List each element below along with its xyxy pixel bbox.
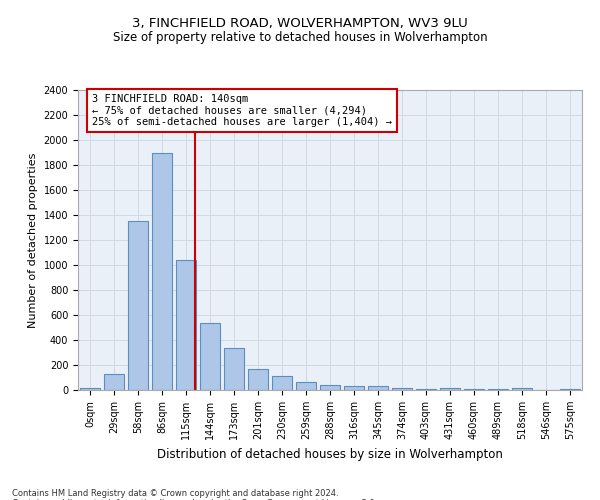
- Bar: [392, 388, 412, 390]
- Bar: [320, 385, 340, 390]
- Bar: [176, 260, 196, 390]
- Bar: [296, 382, 316, 390]
- Bar: [368, 386, 388, 390]
- Text: 3 FINCHFIELD ROAD: 140sqm
← 75% of detached houses are smaller (4,294)
25% of se: 3 FINCHFIELD ROAD: 140sqm ← 75% of detac…: [92, 94, 392, 127]
- Bar: [80, 388, 100, 390]
- Bar: [224, 348, 244, 390]
- Text: Contains public sector information licensed under the Open Government Licence v3: Contains public sector information licen…: [12, 498, 377, 500]
- Bar: [104, 374, 124, 390]
- Bar: [512, 388, 532, 390]
- Bar: [440, 388, 460, 390]
- Bar: [200, 322, 220, 390]
- Text: Size of property relative to detached houses in Wolverhampton: Size of property relative to detached ho…: [113, 31, 487, 44]
- X-axis label: Distribution of detached houses by size in Wolverhampton: Distribution of detached houses by size …: [157, 448, 503, 460]
- Text: 3, FINCHFIELD ROAD, WOLVERHAMPTON, WV3 9LU: 3, FINCHFIELD ROAD, WOLVERHAMPTON, WV3 9…: [132, 18, 468, 30]
- Text: Contains HM Land Registry data © Crown copyright and database right 2024.: Contains HM Land Registry data © Crown c…: [12, 488, 338, 498]
- Bar: [272, 376, 292, 390]
- Bar: [128, 221, 148, 390]
- Bar: [152, 152, 172, 390]
- Y-axis label: Number of detached properties: Number of detached properties: [28, 152, 38, 328]
- Bar: [344, 386, 364, 390]
- Bar: [248, 370, 268, 390]
